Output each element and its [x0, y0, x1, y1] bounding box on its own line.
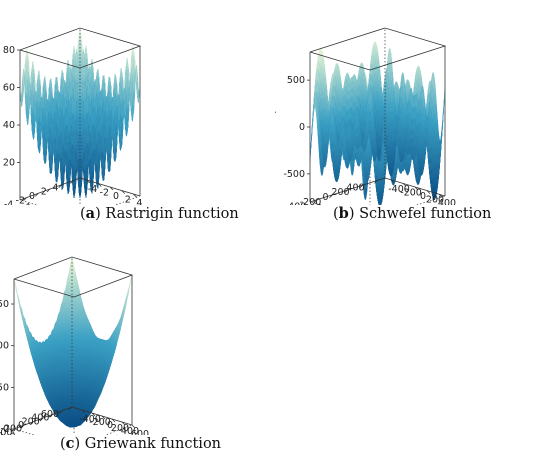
box-top-edge — [13, 256, 134, 298]
x2-tick-label: -400 — [79, 414, 101, 425]
x1-tick-label: 200 — [331, 187, 349, 198]
box-top-edge — [309, 27, 447, 71]
surface-mesh — [309, 41, 446, 205]
x1-axis-label: x1 — [19, 201, 34, 205]
x2-tick-label: -400 — [388, 184, 410, 195]
x1-tick-label: 0 — [18, 420, 24, 431]
x1-tick-label: -200 — [300, 197, 322, 205]
schwefel-surface-plot: -400-2000200400-400-2000200400-5000500x1… — [275, 27, 456, 205]
x2-tick-label: -200 — [400, 187, 422, 198]
z-tick-label: 40 — [3, 120, 15, 131]
x2-axis-label: x2 — [110, 433, 125, 435]
x2-tick-label: -4 — [88, 184, 97, 195]
caption-text: Rastrigin function — [105, 206, 239, 222]
z-tick-label: 20 — [3, 158, 15, 169]
box-top-edge — [19, 27, 142, 69]
x1-tick-label: 400 — [31, 413, 49, 424]
box-edge — [114, 195, 141, 205]
x2-tick-label: 2 — [125, 195, 131, 205]
caption-letter: b — [338, 205, 349, 222]
x1-tick-label: 0 — [322, 192, 328, 203]
caption-rastrigin: (a) Rastrigin function — [80, 205, 239, 222]
x2-tick-label: 400 — [121, 426, 139, 435]
z-tick-label: 150 — [0, 299, 9, 310]
x1-tick-label: 400 — [346, 182, 364, 193]
caption-schwefel: (b) Schwefel function — [333, 205, 492, 222]
caption-text: Griewank function — [84, 436, 222, 452]
x1-tick-label: -2 — [16, 195, 25, 205]
axis-ticks: -600-400-2000200400600-400-2000200400600… — [0, 299, 149, 435]
z-tick-label: 100 — [0, 341, 9, 352]
x1-tick-label: 4 — [52, 182, 58, 193]
x1-tick-label: -4 — [4, 200, 13, 205]
z-tick-label: 80 — [3, 45, 15, 56]
panel-griewank: -600-400-2000200400600-400-2000200400600… — [0, 230, 275, 459]
griewank-surface-plot: -600-400-2000200400600-400-2000200400600… — [0, 256, 149, 435]
x1-tick-label: 600 — [41, 409, 59, 420]
x2-tick-label: 400 — [438, 198, 456, 205]
x1-tick-label: -600 — [0, 431, 3, 435]
surface-mesh — [13, 256, 133, 428]
z-tick-label: 0 — [299, 122, 305, 133]
x1-tick-label: -400 — [285, 202, 307, 205]
caption-letter: a — [85, 205, 96, 222]
x2-tick-label: 4 — [136, 198, 142, 205]
caption-griewank: (c) Griewank function — [60, 435, 222, 452]
z-tick-label: 50 — [0, 382, 9, 393]
x2-tick-label: -2 — [100, 187, 109, 198]
x2-tick-label: -200 — [89, 417, 111, 428]
x1-tick-label: 200 — [22, 416, 40, 427]
panel-schwefel: -400-2000200400-400-2000200400-5000500x1… — [275, 0, 550, 230]
x2-tick-label: 200 — [426, 195, 444, 205]
x2-tick-label: 600 — [131, 429, 149, 435]
z-tick-label: 60 — [3, 83, 15, 94]
surface-mesh — [19, 29, 141, 199]
x1-axis-label: x1 — [4, 430, 19, 435]
caption-text: Schwefel function — [359, 206, 492, 222]
x1-axis-label: x1 — [311, 202, 326, 205]
x2-tick-label: 200 — [111, 423, 129, 434]
x2-tick-label: 0 — [107, 420, 113, 431]
z-tick-label: -500 — [283, 169, 305, 180]
x2-tick-label: 0 — [420, 191, 426, 202]
x1-tick-label: 2 — [41, 187, 47, 198]
z-axis-label: f — [275, 110, 279, 114]
x1-tick-label: 0 — [29, 191, 35, 202]
z-tick-label: 500 — [287, 75, 305, 86]
x1-tick-label: -400 — [0, 427, 12, 435]
x2-tick-label: 0 — [113, 191, 119, 202]
caption-letter: c — [65, 435, 75, 452]
z-tick-label: 0 — [3, 424, 9, 435]
